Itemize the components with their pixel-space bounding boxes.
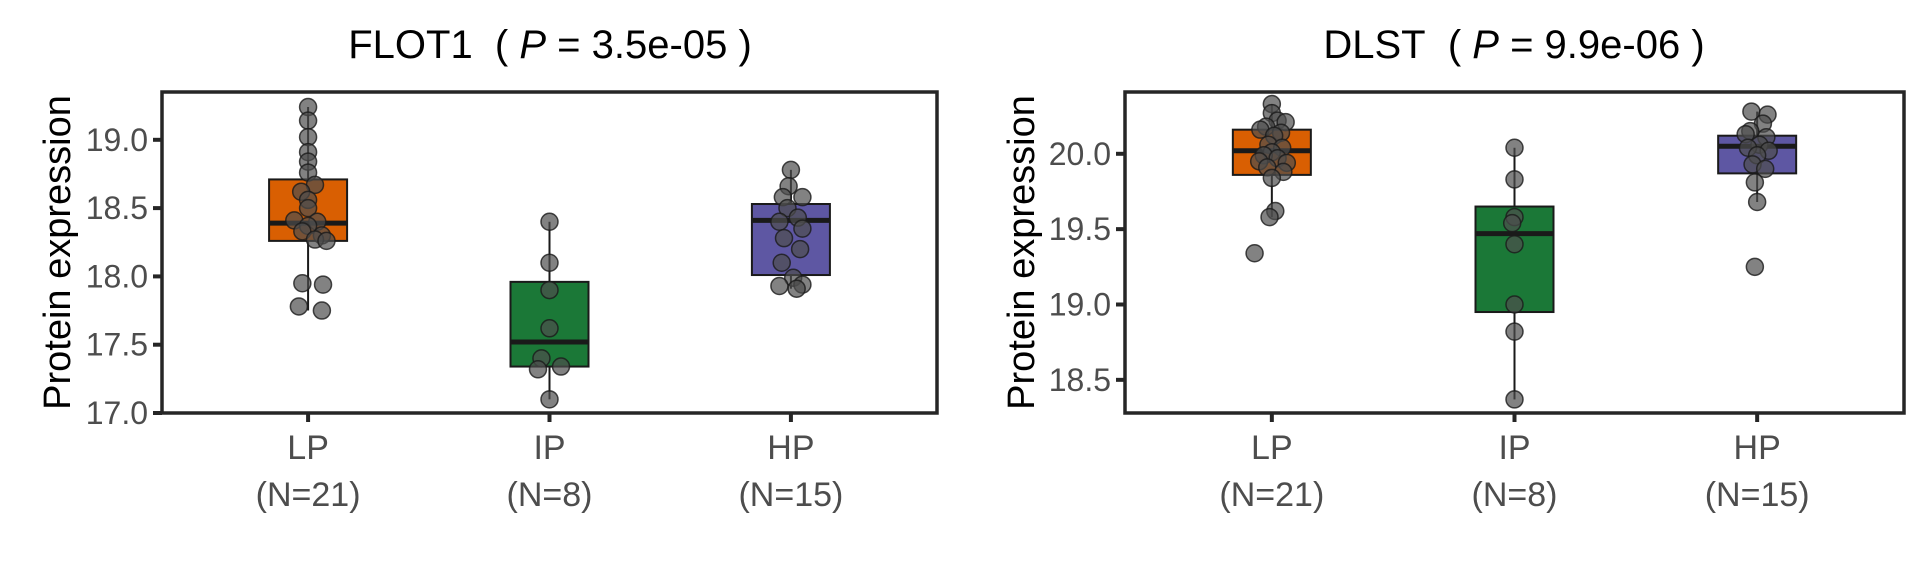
y-tick-label: 18.0 — [86, 258, 148, 294]
data-point — [293, 273, 312, 293]
data-point — [774, 228, 794, 248]
panel-flot1: FLOT1 ( P = 3.5e-05 ) Protein expression1… — [37, 23, 939, 514]
data-point — [540, 280, 559, 300]
data-point — [313, 275, 333, 294]
x-tick-label: LP — [1251, 429, 1293, 467]
panel-border — [160, 90, 939, 415]
data-point — [540, 390, 559, 409]
data-point — [540, 319, 559, 338]
panel-border — [1123, 90, 1906, 415]
x-tick-label: IP — [533, 429, 565, 467]
x-tick-sample-size: (N=21) — [256, 476, 361, 514]
y-tick-label: 20.0 — [1049, 136, 1111, 172]
y-axis-label: Protein expression — [1001, 95, 1043, 410]
data-point — [1505, 295, 1524, 314]
data-point — [289, 297, 309, 316]
data-point — [793, 187, 812, 207]
chart-title-gene: DLST — [1323, 23, 1425, 67]
data-point — [1505, 170, 1524, 189]
chart-title-p-label: P — [1472, 23, 1499, 67]
chart-title-p-label: P — [519, 23, 546, 67]
data-point — [1505, 390, 1524, 409]
x-tick-sample-size: (N=15) — [738, 476, 843, 514]
y-tick-label: 18.5 — [86, 190, 148, 226]
chart-title-p-value: 9.9e-06 — [1545, 23, 1681, 67]
data-point — [540, 253, 559, 272]
data-point — [1745, 173, 1765, 192]
chart-title-eq: = — [1499, 23, 1545, 67]
box-group-hp — [1717, 102, 1798, 277]
data-point — [1747, 192, 1767, 212]
data-point — [528, 360, 548, 379]
chart-title: DLST ( P = 9.9e-06 ) — [1323, 23, 1704, 67]
x-tick-sample-size: (N=8) — [507, 476, 593, 514]
data-point — [1262, 168, 1282, 188]
chart-title: FLOT1 ( P = 3.5e-05 ) — [348, 23, 752, 67]
y-tick-label: 18.5 — [1049, 362, 1111, 398]
data-point — [1260, 207, 1279, 227]
chart-title-eq: = — [546, 23, 592, 67]
box-group-ip — [509, 212, 590, 409]
data-point — [551, 357, 571, 376]
y-tick-label: 19.0 — [86, 122, 148, 158]
data-point — [790, 239, 810, 259]
x-tick-sample-size: (N=21) — [1219, 476, 1324, 514]
x-tick-label: LP — [287, 429, 329, 467]
chart-title-gene: FLOT1 — [348, 23, 472, 67]
box-group-lp — [268, 97, 349, 320]
chart-title-open: ( — [1426, 23, 1473, 67]
data-point — [298, 198, 318, 218]
box-group-hp — [750, 160, 831, 298]
data-point — [312, 301, 332, 320]
data-point — [772, 253, 791, 272]
y-axis-label: Protein expression — [37, 95, 79, 410]
chart-title-close: ) — [727, 23, 751, 67]
y-tick-label: 19.0 — [1049, 286, 1111, 322]
y-tick-label: 19.5 — [1049, 211, 1111, 247]
data-point — [540, 212, 559, 232]
box-group-ip — [1474, 138, 1555, 409]
data-point — [781, 160, 801, 180]
data-point — [1745, 257, 1765, 277]
x-tick-label: HP — [767, 429, 814, 467]
data-point — [1505, 322, 1524, 341]
data-point — [1755, 159, 1775, 179]
box-group-lp — [1231, 94, 1312, 263]
chart-title-p-value: 3.5e-05 — [592, 23, 728, 67]
data-point — [787, 279, 806, 298]
y-tick-label: 17.0 — [86, 395, 148, 431]
data-point — [1505, 138, 1524, 158]
panel-dlst: DLST ( P = 9.9e-06 ) Protein expression 18… — [1001, 23, 1906, 514]
data-point — [1505, 234, 1524, 254]
x-tick-sample-size: (N=8) — [1472, 476, 1558, 514]
data-point — [317, 231, 336, 251]
data-point — [298, 111, 318, 130]
x-tick-sample-size: (N=15) — [1705, 476, 1810, 514]
chart-title-open: ( — [473, 23, 520, 67]
data-point — [770, 276, 789, 296]
x-tick-label: IP — [1498, 429, 1530, 467]
data-point — [1245, 244, 1264, 263]
y-tick-label: 17.5 — [86, 327, 148, 363]
data-point — [770, 212, 789, 232]
chart-title-close: ) — [1680, 23, 1704, 67]
data-point — [793, 219, 812, 238]
x-tick-label: HP — [1734, 429, 1781, 467]
data-point — [1502, 213, 1522, 233]
